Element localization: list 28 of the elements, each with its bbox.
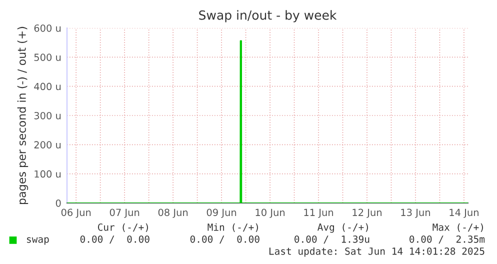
y-tick-label: 100 u: [34, 170, 61, 178]
text: Max (-/+): [432, 223, 483, 232]
text: 0.00 / 0.00: [80, 235, 150, 244]
y-tick-label: 300 u: [34, 112, 61, 120]
y-tick-label: 0: [56, 199, 61, 207]
x-tick-label: 14 Jun: [450, 208, 478, 218]
text: Min (-/+): [208, 223, 258, 232]
x-tick-label: 06 Jun: [61, 208, 91, 218]
chart-title: Swap in/out - by week: [199, 10, 337, 22]
text: Cur (-/+): [98, 223, 148, 232]
legend-label: swap: [27, 237, 49, 245]
y-tick-label: 500 u: [34, 54, 61, 61]
text: Avg (-/+): [318, 223, 368, 233]
x-tick-label: 08 Jun: [158, 208, 188, 218]
text: Last update: Sat Jun 14 14:01:28 2025: [269, 247, 484, 257]
x-tick-label: 12 Jun: [352, 208, 382, 218]
y-tick-label: 200 u: [34, 141, 61, 148]
text: 0.00 / 2.35m: [410, 235, 485, 244]
y-axis-title: pages per second in (-) / out (+): [17, 26, 28, 204]
y-tick-label: 400 u: [34, 82, 61, 90]
x-tick-label: 09 Jun: [206, 208, 236, 218]
y-tick-label: 600 u: [34, 24, 61, 32]
x-tick-label: 10 Jun: [256, 208, 285, 218]
text: 0.00 / 1.39u: [294, 235, 370, 244]
x-tick-label: 13 Jun: [401, 208, 430, 218]
x-tick-label: 07 Jun: [110, 208, 140, 218]
text: 0.00 / 0.00: [190, 235, 260, 244]
x-tick-label: 11 Jun: [304, 208, 334, 218]
